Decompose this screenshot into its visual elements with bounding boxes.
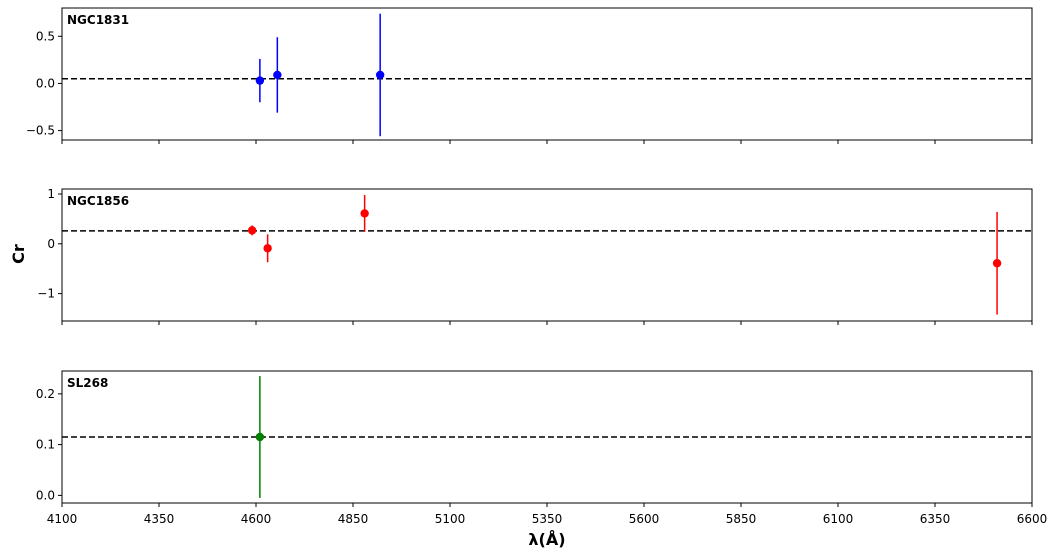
x-tick-label: 6600	[1017, 512, 1048, 526]
data-point	[375, 70, 385, 80]
data-point	[255, 76, 265, 85]
panel-title: SL268	[67, 376, 108, 390]
panels-layer: −0.5 0.0 0.5 NGC1831 −1 0 1 NGC1856 0.0 0.1 0.2 410…	[26, 7, 1048, 526]
panel-3: 0.0 0.1 0.2 4100 4350 4600 4850 5100 5350 5600 585…	[36, 370, 1048, 526]
data-point	[273, 70, 282, 80]
data-point	[263, 244, 272, 253]
x-tick-label: 5850	[726, 512, 757, 526]
plot-frame	[61, 7, 1033, 141]
x-tick-label: 5350	[532, 512, 563, 526]
y-tick-label: 0.2	[36, 387, 55, 401]
y-tick-label: −1	[37, 287, 55, 301]
panel-title: NGC1856	[67, 194, 129, 208]
data-point	[255, 432, 265, 442]
x-tick-label: 4100	[47, 512, 78, 526]
y-tick-label: 0.1	[36, 438, 55, 452]
y-tick-label: 0	[47, 237, 55, 251]
panel-1: −0.5 0.0 0.5 NGC1831	[26, 7, 1033, 144]
x-tick-label: 6100	[823, 512, 854, 526]
data-point	[360, 209, 369, 218]
data-point	[992, 259, 1002, 268]
x-tick-label: 6350	[920, 512, 951, 526]
x-tick-label: 5600	[629, 512, 660, 526]
panel-title: NGC1831	[67, 13, 129, 27]
x-tick-label: 4350	[144, 512, 175, 526]
y-tick-label: 0.5	[36, 29, 55, 43]
x-axis-label: λ(Å)	[528, 530, 565, 549]
y-tick-label: −0.5	[26, 124, 55, 138]
x-tick-label: 5100	[435, 512, 466, 526]
x-tick-label: 4600	[241, 512, 272, 526]
plot-frame	[61, 188, 1033, 322]
y-axis-label: Cr	[9, 244, 28, 264]
data-point	[247, 226, 257, 235]
y-tick-label: 1	[47, 187, 55, 201]
y-tick-label: 0.0	[36, 76, 55, 90]
panel-2: −1 0 1 NGC1856	[37, 187, 1033, 325]
y-tick-label: 0.0	[36, 488, 55, 502]
x-tick-label: 4850	[338, 512, 369, 526]
